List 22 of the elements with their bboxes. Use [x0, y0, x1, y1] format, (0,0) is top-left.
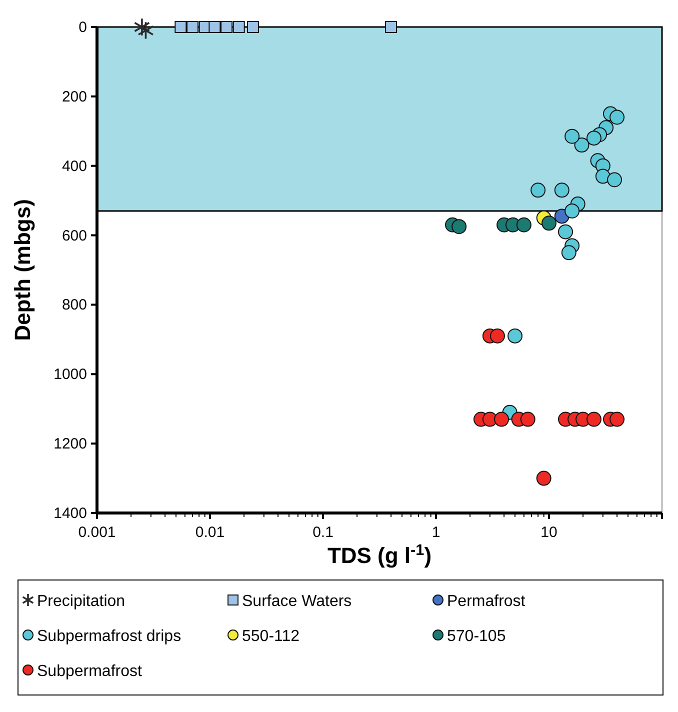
y-tick-label: 600: [62, 227, 87, 244]
legend-label: Subpermafrost drips: [37, 628, 182, 645]
x-tick-label: 10: [540, 524, 558, 541]
y-tick-label: 200: [62, 88, 87, 106]
y-tick-label: 400: [62, 158, 87, 175]
y-tick-label: 800: [62, 296, 87, 314]
legend-label: 550-112: [242, 628, 300, 645]
y-axis-title: Depth (mbgs): [10, 199, 35, 341]
x-tick-label: 0.1: [312, 524, 334, 541]
x-tick-label: 0.01: [195, 524, 225, 541]
legend-label: Subpermafrost: [37, 663, 142, 680]
legend-label: Surface Waters: [242, 593, 352, 610]
y-tick-label: 0: [78, 19, 87, 36]
legend-label: 570-105: [447, 628, 506, 645]
x-axis-title: TDS (g l$^{-1}$): [327, 542, 432, 568]
y-tick-label: 1400: [54, 505, 87, 522]
x-tick-label: 0.001: [78, 524, 116, 541]
x-tick-label: 1: [432, 524, 440, 541]
y-tick-label: 1200: [54, 436, 87, 453]
legend-label: Precipitation: [37, 593, 126, 610]
legend-label: Permafrost: [447, 593, 526, 610]
y-tick-label: 1000: [54, 366, 87, 384]
